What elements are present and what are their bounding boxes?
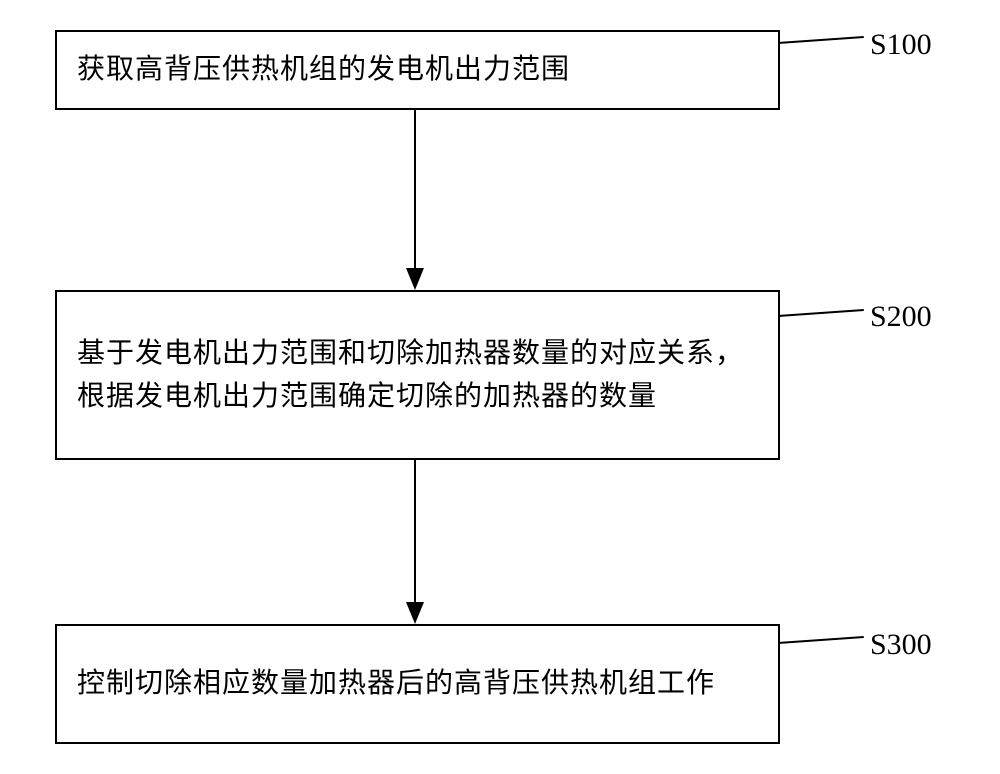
flowchart-canvas: 获取高背压供热机组的发电机出力范围 S100 基于发电机出力范围和切除加热器数量… <box>0 0 1000 774</box>
flow-label-s300: S300 <box>870 628 932 662</box>
arrow-s100-s200 <box>405 110 425 290</box>
flow-node-s200-text: 基于发电机出力范围和切除加热器数量的对应关系，根据发电机出力范围确定切除的加热器… <box>77 332 758 419</box>
flow-label-s200: S200 <box>870 300 932 334</box>
flow-node-s100: 获取高背压供热机组的发电机出力范围 <box>55 30 780 110</box>
leader-s200 <box>778 309 864 317</box>
flow-node-s300-text: 控制切除相应数量加热器后的高背压供热机组工作 <box>77 662 715 705</box>
flow-node-s300: 控制切除相应数量加热器后的高背压供热机组工作 <box>55 624 780 744</box>
arrow-s200-s300 <box>405 460 425 624</box>
flow-node-s200: 基于发电机出力范围和切除加热器数量的对应关系，根据发电机出力范围确定切除的加热器… <box>55 290 780 460</box>
leader-s300 <box>778 636 864 644</box>
flow-label-s100: S100 <box>870 28 932 62</box>
leader-s100 <box>778 36 864 44</box>
flow-node-s100-text: 获取高背压供热机组的发电机出力范围 <box>77 48 570 91</box>
